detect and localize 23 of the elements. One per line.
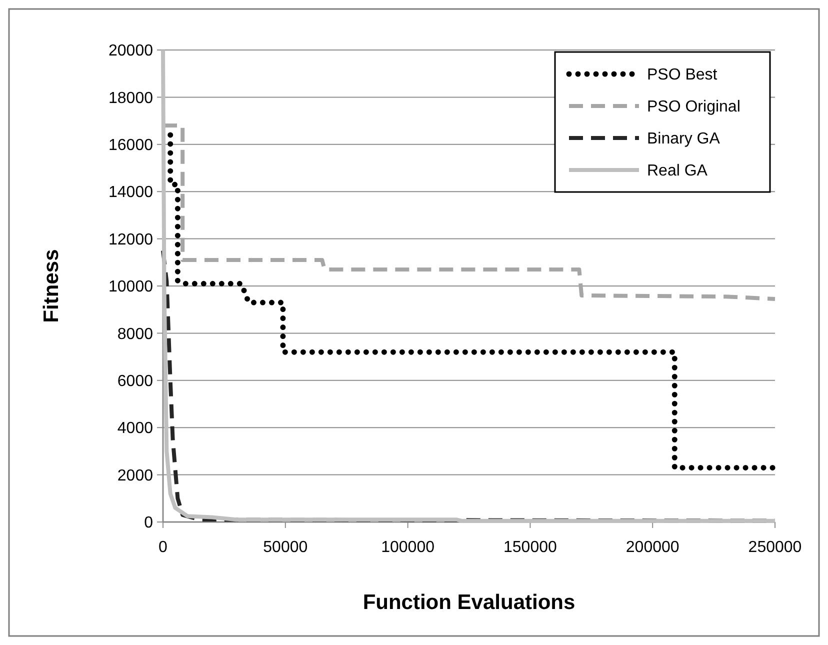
y-tick-label: 2000: [117, 467, 154, 484]
y-tick-label: 10000: [108, 278, 154, 296]
legend-label: Real GA: [647, 162, 708, 180]
y-tick-label: 6000: [117, 373, 154, 390]
y-axis-title: Fitness: [40, 249, 63, 323]
y-tick-label: 4000: [117, 420, 154, 438]
legend-label: Binary GA: [647, 130, 720, 148]
legend-label: PSO Best: [647, 66, 718, 84]
legend-label: PSO Original: [647, 98, 740, 116]
x-axis-title: Function Evaluations: [362, 591, 576, 614]
x-tick-label: 50000: [263, 539, 308, 556]
x-tick-label: 0: [158, 539, 168, 556]
y-tick-label: 20000: [108, 42, 154, 60]
x-tick-label: 150000: [504, 539, 557, 556]
y-tick-label: 16000: [108, 137, 154, 154]
y-tick-label: 14000: [108, 184, 154, 202]
y-tick-label: 18000: [108, 90, 154, 107]
x-tick-label: 200000: [626, 539, 680, 556]
y-tick-label: 8000: [117, 326, 154, 343]
x-tick-label: 250000: [748, 539, 802, 556]
y-tick-label: 0: [144, 514, 154, 532]
x-tick-label: 100000: [381, 539, 435, 556]
y-tick-label: 12000: [108, 231, 154, 248]
